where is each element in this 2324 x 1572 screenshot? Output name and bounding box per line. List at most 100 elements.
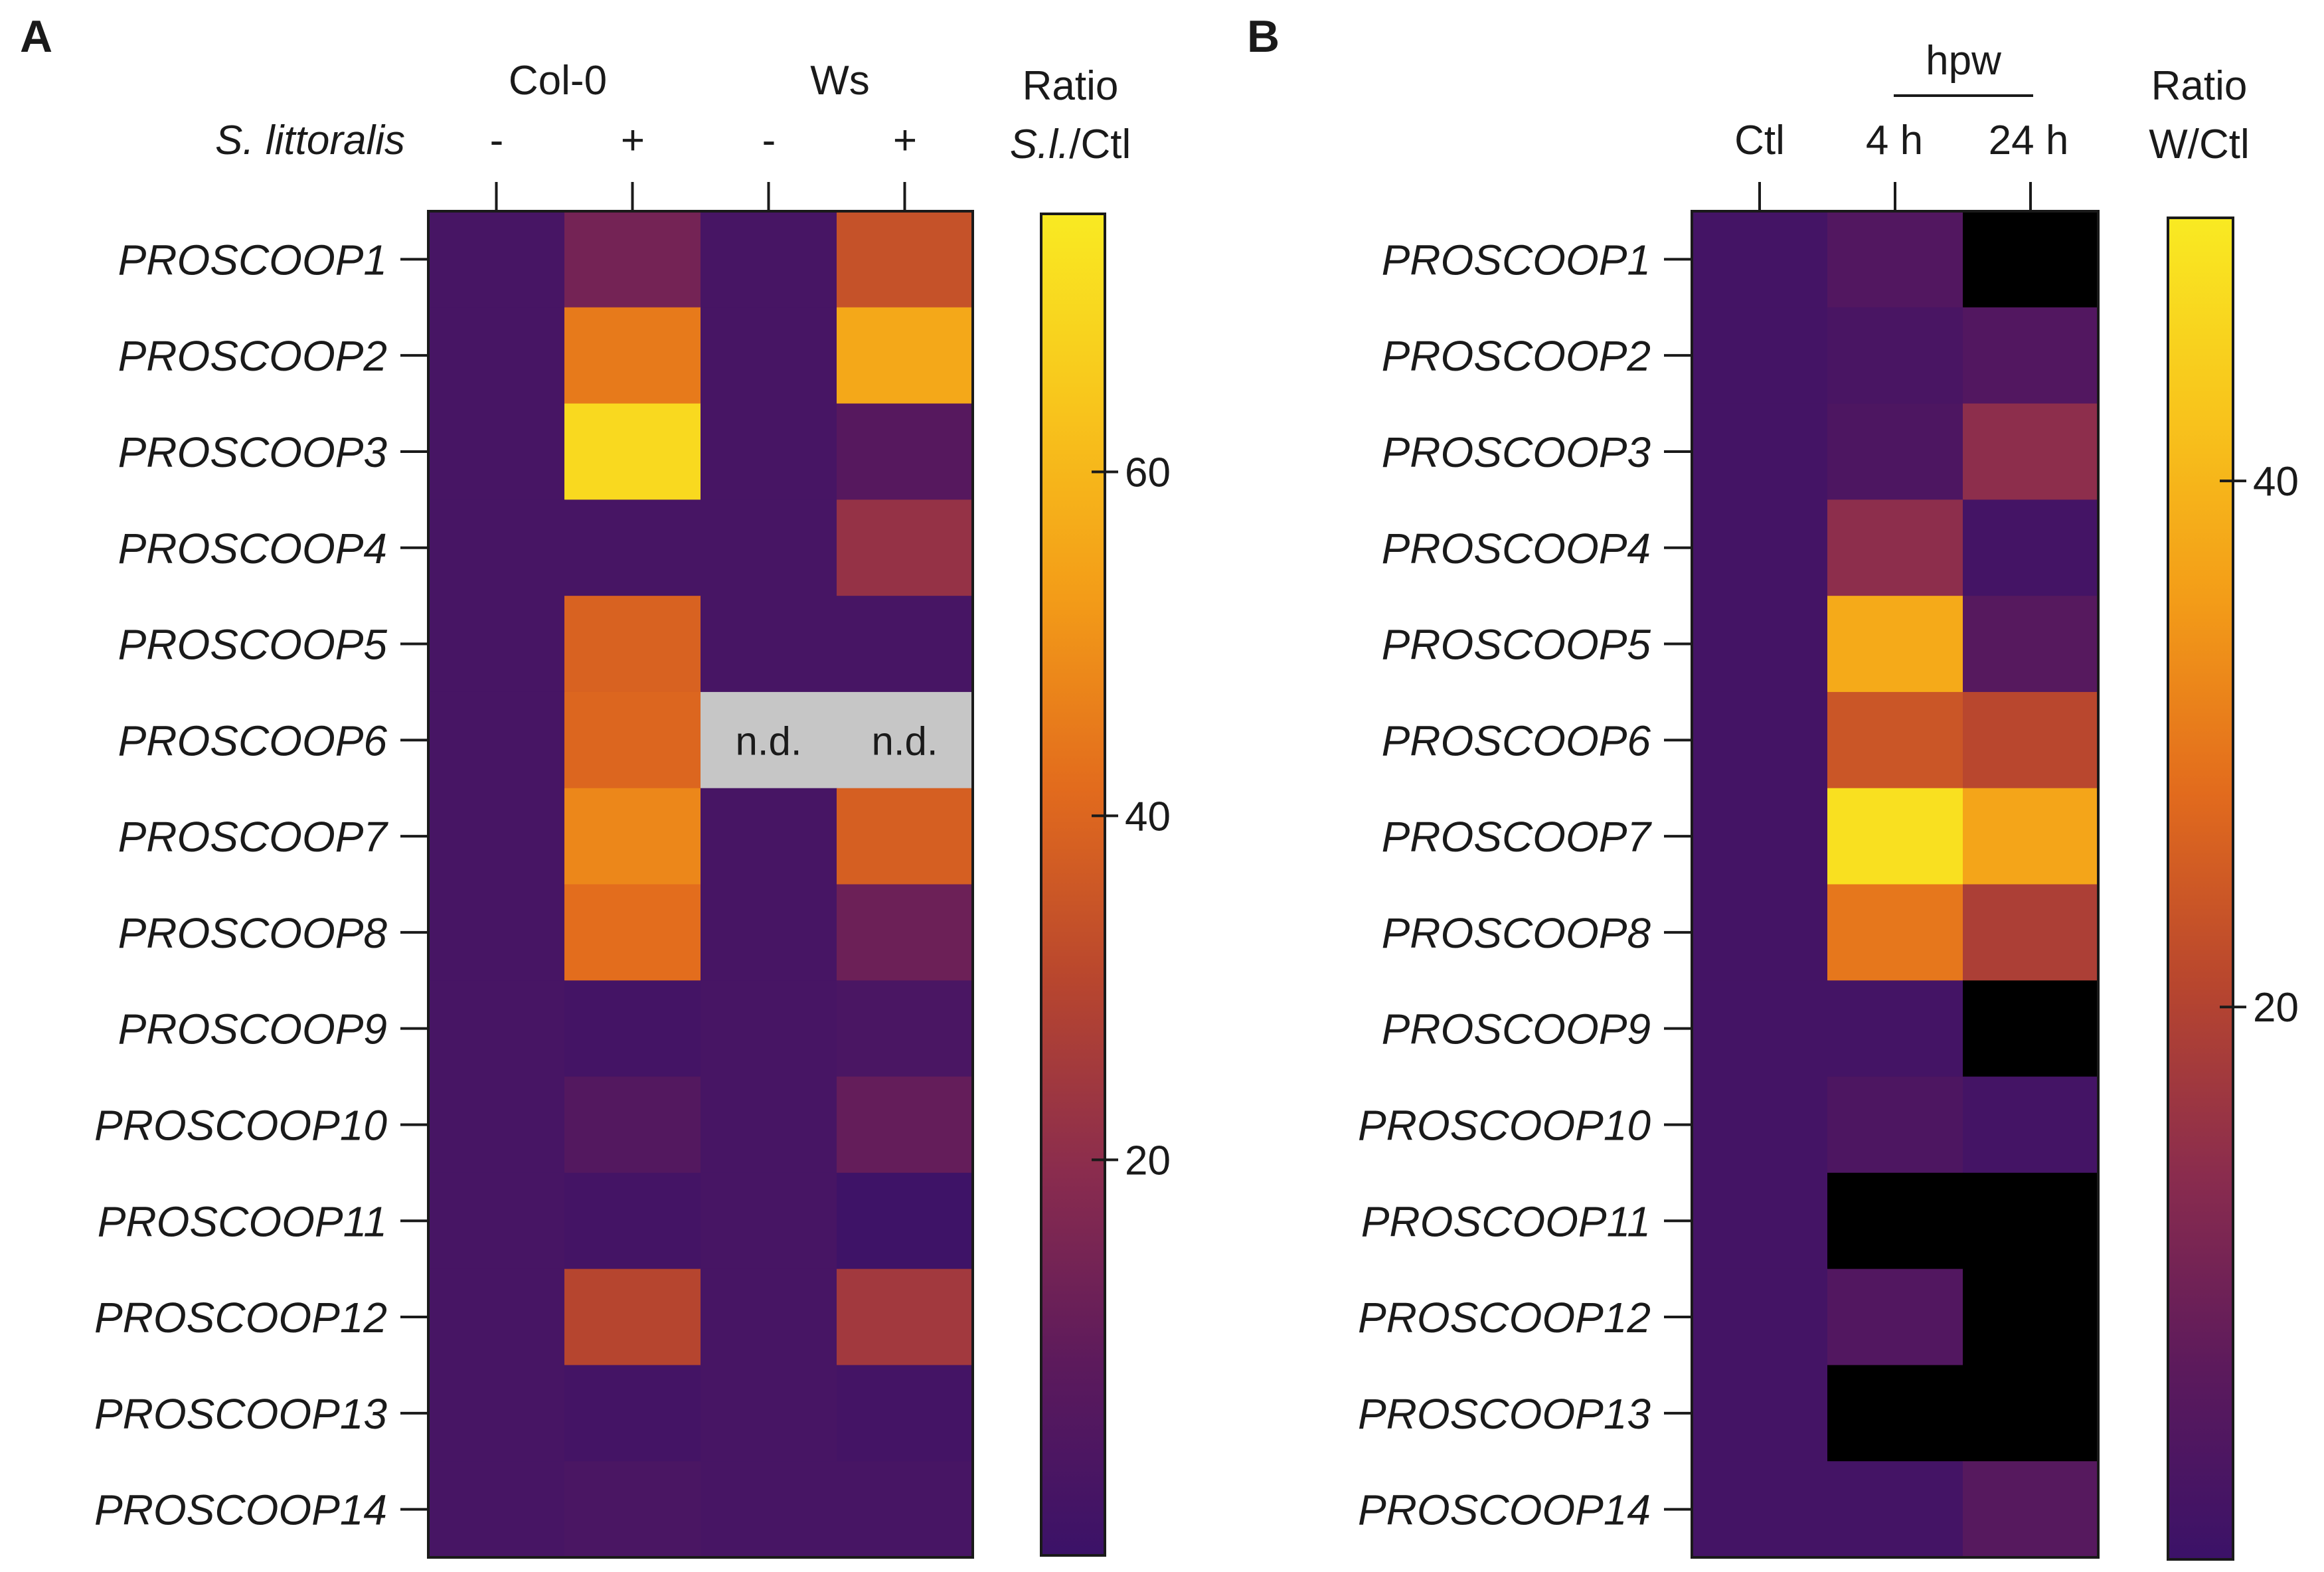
- heatmap-cell: [1827, 1268, 1963, 1366]
- heatmap-cell: [1963, 307, 2099, 404]
- row-label: PROSCOOP9: [1382, 1005, 1651, 1053]
- heatmap-cell: [1963, 211, 2099, 308]
- panel-b-col-label-1: Ctl: [1734, 118, 1785, 163]
- row-label: PROSCOOP5: [1382, 621, 1651, 669]
- heatmap-cell: [564, 1365, 701, 1462]
- heatmap-cell: [564, 1461, 701, 1558]
- panel-a-colorbar-ticks: 20 40 60: [1092, 450, 1171, 1183]
- heatmap-cell: [701, 403, 837, 500]
- heatmap-cell: [1692, 1268, 1828, 1366]
- heatmap-cell: [1827, 980, 1963, 1077]
- heatmap-cell: [564, 307, 701, 404]
- heatmap-cell: [701, 980, 837, 1077]
- heatmap-cell: [837, 1461, 973, 1558]
- heatmap-cell: [701, 499, 837, 596]
- panel-b: hpw Ctl 4 h 24 h PROSCOOP1PROSCOOP2PROSC…: [1358, 38, 2299, 1561]
- heatmap-cell: [428, 884, 565, 981]
- heatmap-cell: [1692, 1461, 1828, 1558]
- panel-b-column-ticks: [1758, 182, 2032, 211]
- heatmap-cell: [1827, 691, 1963, 789]
- panel-b-cells: [1692, 211, 2099, 1558]
- row-label: PROSCOOP4: [118, 525, 387, 572]
- heatmap-cell: [1692, 403, 1828, 500]
- panel-a-group-col0: Col-0: [509, 58, 607, 104]
- heatmap-cell: [564, 884, 701, 981]
- heatmap-cell: [1827, 596, 1963, 693]
- heatmap-cell: [1963, 403, 2099, 500]
- row-label: PROSCOOP3: [1382, 428, 1651, 476]
- panel-a-colorbar-title-line2: S.l./Ctl: [1010, 122, 1131, 167]
- colorbar-tick-label: 20: [2253, 985, 2299, 1031]
- heatmap-cell: [701, 1268, 837, 1366]
- heatmap-cell: [428, 1268, 565, 1366]
- heatmap-cell: [1827, 788, 1963, 885]
- heatmap-cell: [1827, 307, 1963, 404]
- heatmap-cell: [1692, 1172, 1828, 1270]
- panel-a-col-label-1: -: [490, 118, 504, 163]
- row-label: PROSCOOP2: [118, 332, 387, 380]
- heatmap-cell: [1963, 980, 2099, 1077]
- panel-b-col-label-3: 24 h: [1989, 118, 2069, 163]
- heatmap-cell: [428, 499, 565, 596]
- row-label: PROSCOOP9: [118, 1005, 387, 1053]
- heatmap-cell: [428, 211, 565, 308]
- panel-a-col-label-4: +: [893, 118, 917, 163]
- panel-a-row-labels: PROSCOOP1 PROSCOOP2 PROSCOOP3 PROSCOOP4 PROS…: [94, 236, 428, 1534]
- heatmap-cell: [428, 1461, 565, 1558]
- heatmap-cell: [1827, 211, 1963, 308]
- colorbar-tick-label: 20: [1125, 1138, 1171, 1183]
- panel-a: n.d. n.d. Col-0 Ws S. littoralis - + - + …: [94, 58, 1171, 1559]
- heatmap-cell: [564, 1268, 701, 1366]
- heatmap-cell: [1692, 596, 1828, 693]
- heatmap-cell: [1692, 1365, 1828, 1462]
- missing-cell-label: n.d.: [871, 719, 938, 763]
- panel-a-colorbar-title-rest: /Ctl: [1069, 122, 1131, 167]
- heatmap-cell: [837, 307, 973, 404]
- panel-b-col-label-2: 4 h: [1866, 118, 1923, 163]
- heatmap-cell: [837, 1077, 973, 1174]
- missing-cell-label: n.d.: [735, 719, 801, 763]
- row-label: PROSCOOP7: [1382, 813, 1653, 861]
- heatmap-cell: [1827, 1461, 1963, 1558]
- panel-a-frame: [427, 210, 974, 1559]
- heatmap-cell: [701, 1172, 837, 1270]
- heatmap-cell: [837, 980, 973, 1077]
- heatmap-cell: [1963, 1172, 2099, 1270]
- heatmap-cell: [701, 1461, 837, 1558]
- heatmap-cell: [1963, 691, 2099, 789]
- heatmap-cell: [701, 1077, 837, 1174]
- heatmap-cell: [564, 1077, 701, 1174]
- heatmap-cell: [1827, 499, 1963, 596]
- row-label: PROSCOOP8: [118, 909, 388, 957]
- heatmap-cell: [428, 596, 565, 693]
- panel-b-colorbar-title-line1: Ratio: [2151, 63, 2248, 109]
- heatmap-cell: [564, 788, 701, 885]
- heatmap-cell: [701, 596, 837, 693]
- heatmap-cell: [428, 307, 565, 404]
- panel-b-group-hpw: hpw: [1926, 38, 2001, 84]
- panel-b-row-labels: PROSCOOP1 PROSCOOP2 PROSCOOP3 PROSCOOP4 PROS…: [1358, 236, 1692, 1534]
- heatmap-cell: [1963, 499, 2099, 596]
- row-label: PROSCOOP14: [94, 1486, 387, 1534]
- panel-b-letter: B: [1247, 11, 1280, 62]
- panel-a-colorbar-title-italic: S.l.: [1010, 122, 1070, 167]
- row-label: PROSCOOP6: [118, 717, 388, 764]
- row-label: PROSCOOP2: [1382, 332, 1651, 380]
- heatmap-cell: [701, 307, 837, 404]
- heatmap-cell: [1827, 884, 1963, 981]
- row-label: PROSCOOP11: [98, 1197, 387, 1245]
- heatmap-cell: [1963, 1077, 2099, 1174]
- heatmap-cell: [428, 1172, 565, 1270]
- heatmap-cell: [564, 1172, 701, 1270]
- panel-a-col-label-2: +: [621, 118, 645, 163]
- row-label: PROSCOOP10: [94, 1101, 387, 1149]
- heatmap-cell: [837, 499, 973, 596]
- heatmap-cell: [701, 788, 837, 885]
- colorbar-tick-label: 40: [1125, 794, 1171, 839]
- heatmap-cell: [428, 980, 565, 1077]
- heatmap-cell: [837, 1268, 973, 1366]
- panel-a-colorbar-title-line1: Ratio: [1023, 63, 1119, 109]
- heatmap-cell: [837, 211, 973, 308]
